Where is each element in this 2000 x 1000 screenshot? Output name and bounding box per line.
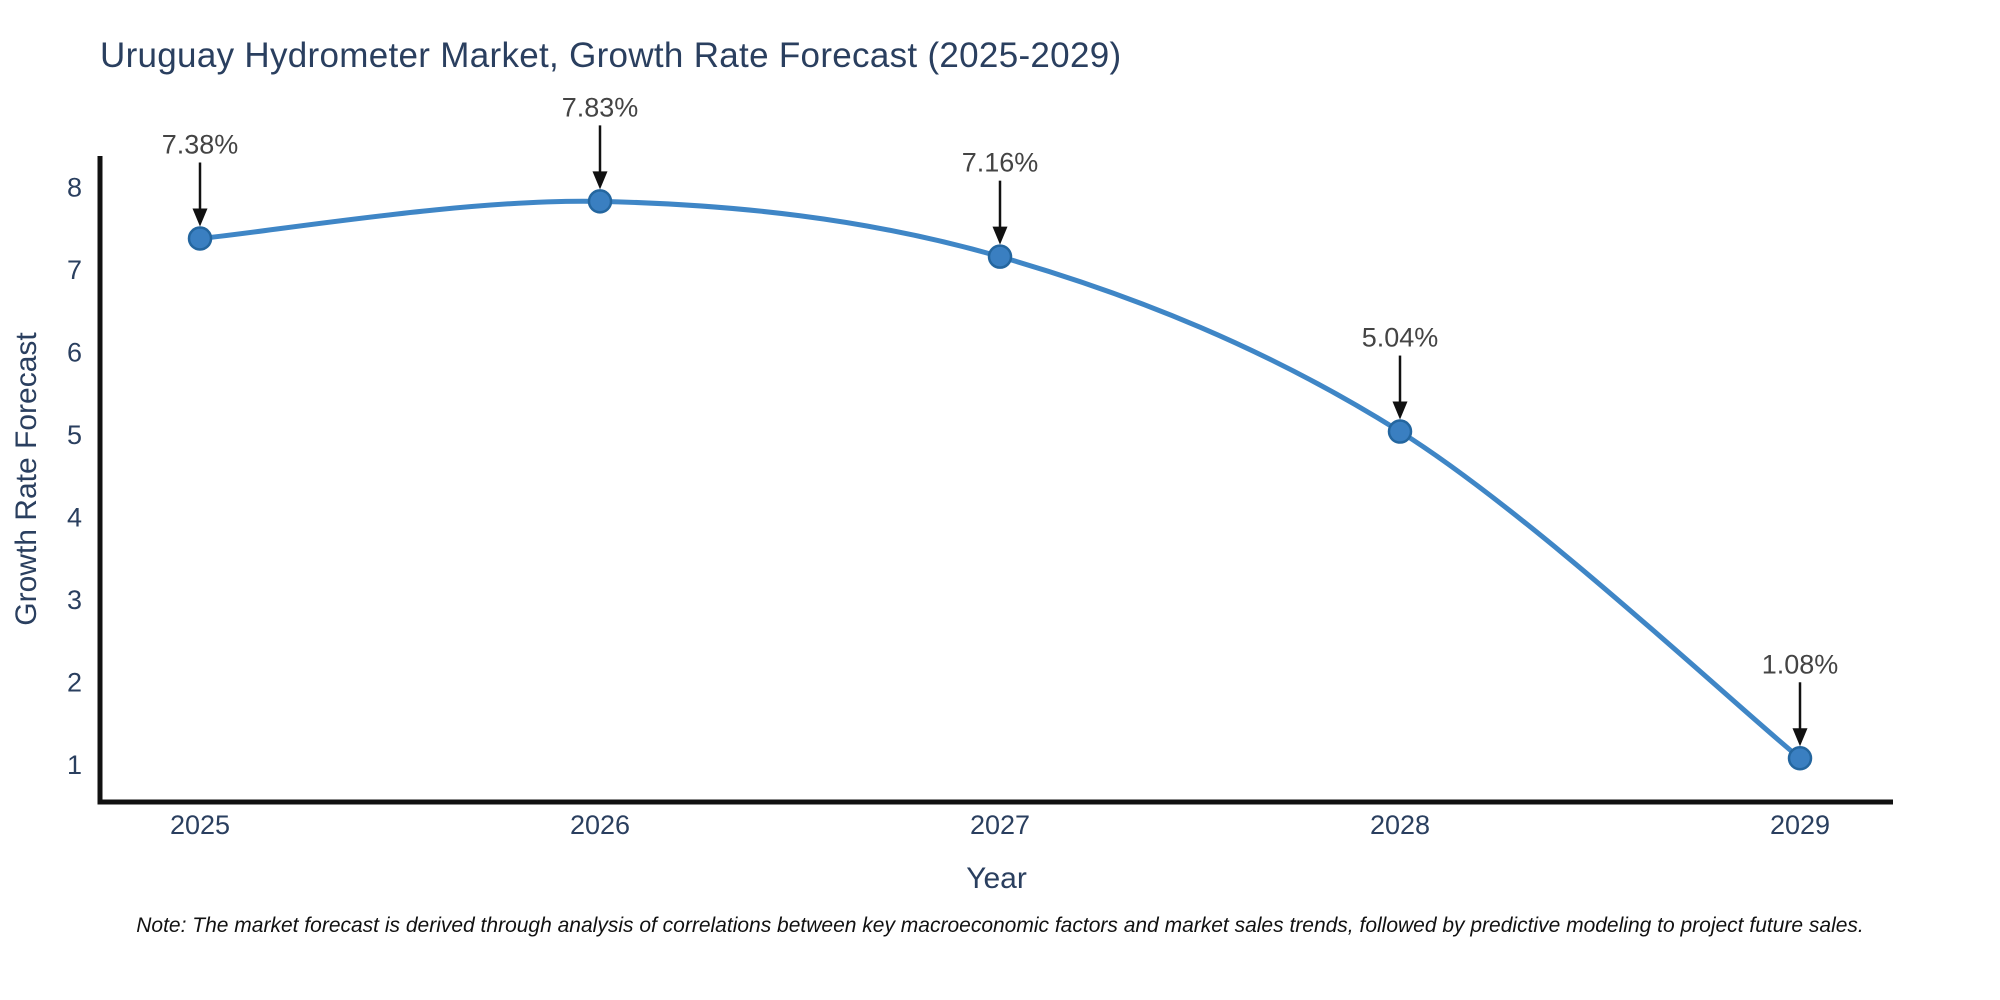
y-tick-label: 6	[67, 337, 82, 367]
point-annotation-label: 5.04%	[1362, 323, 1439, 353]
annotation-arrowhead	[992, 226, 1008, 245]
data-point-marker[interactable]	[1387, 419, 1413, 444]
x-tick-label: 2025	[170, 810, 230, 840]
x-tick-label: 2026	[570, 810, 630, 840]
y-tick-label: 2	[67, 667, 82, 697]
footnote: Note: The market forecast is derived thr…	[136, 914, 1864, 937]
data-point-marker[interactable]	[187, 226, 213, 251]
x-tick-label: 2028	[1370, 810, 1430, 840]
annotation-arrowhead	[192, 208, 208, 227]
x-tick-label: 2027	[970, 810, 1030, 840]
point-annotation-label: 7.38%	[162, 130, 239, 160]
x-tick-label: 2029	[1770, 810, 1830, 840]
chart-title: Uruguay Hydrometer Market, Growth Rate F…	[100, 36, 1122, 75]
annotation-arrowhead	[592, 171, 608, 190]
point-annotation-label: 1.08%	[1762, 649, 1839, 679]
point-annotation-label: 7.83%	[562, 92, 639, 122]
point-annotation-label: 7.16%	[962, 148, 1039, 178]
y-axis-title: Growth Rate Forecast	[10, 332, 43, 626]
annotation-arrowhead	[1392, 401, 1408, 420]
x-axis-title: Year	[966, 862, 1027, 895]
y-tick-label: 8	[67, 172, 82, 202]
y-tick-label: 5	[67, 420, 82, 450]
trend-line	[197, 198, 1803, 761]
y-tick-label: 4	[67, 502, 82, 532]
y-tick-label: 7	[67, 255, 82, 285]
annotation-arrowhead	[1792, 728, 1808, 747]
data-point-marker[interactable]	[1787, 746, 1813, 771]
y-tick-label: 1	[67, 750, 82, 780]
y-tick-label: 3	[67, 585, 82, 615]
data-point-marker[interactable]	[987, 244, 1013, 269]
data-point-marker[interactable]	[587, 189, 613, 214]
